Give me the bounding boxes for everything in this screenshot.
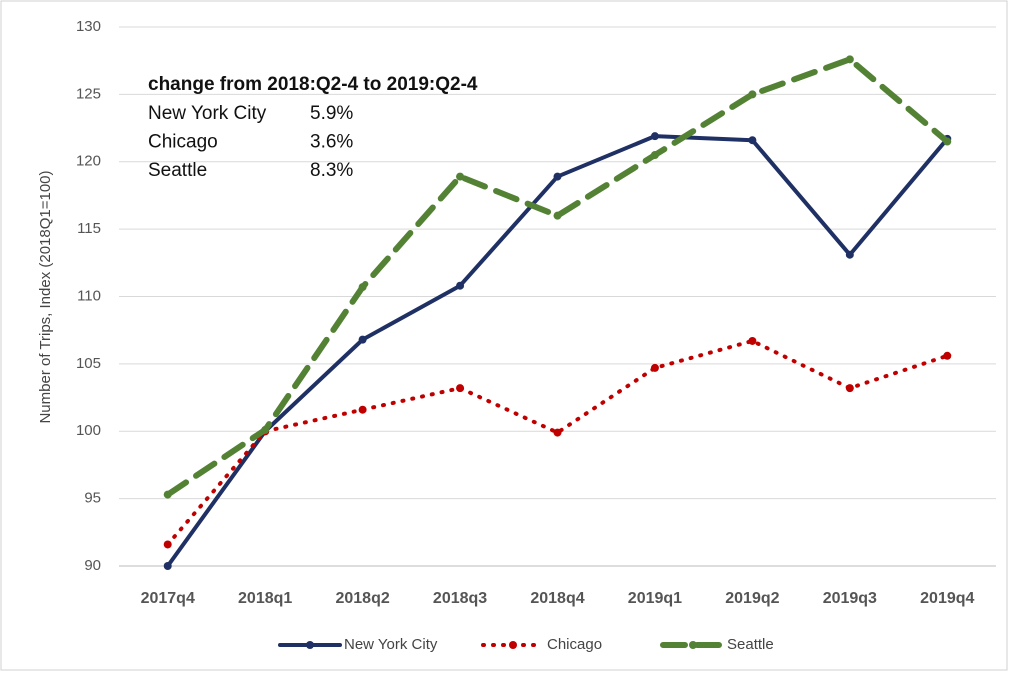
annotation-name: Seattle xyxy=(148,160,207,181)
annotation-value: 8.3% xyxy=(310,160,353,181)
annotation-name: Chicago xyxy=(148,132,218,153)
point-marker xyxy=(650,151,659,160)
point-marker xyxy=(456,384,465,393)
annotation-value: 5.9% xyxy=(310,103,353,124)
point-marker xyxy=(943,351,952,360)
point-marker xyxy=(650,132,659,141)
annotation-name: New York City xyxy=(148,103,267,124)
point-marker xyxy=(553,211,562,220)
y-tick-label: 95 xyxy=(84,490,101,507)
y-tick-label: 110 xyxy=(77,287,101,304)
point-marker xyxy=(261,425,270,434)
point-marker xyxy=(358,335,367,344)
y-tick-label: 115 xyxy=(77,220,101,237)
y-axis-label: Number of Trips, Index (2018Q1=100) xyxy=(37,170,54,423)
y-tick-label: 130 xyxy=(76,18,101,35)
x-tick-label: 2019q4 xyxy=(920,590,974,607)
point-marker xyxy=(163,540,172,549)
x-tick-label: 2017q4 xyxy=(141,590,195,607)
point-marker xyxy=(943,137,952,146)
x-tick-label: 2019q2 xyxy=(725,590,779,607)
point-marker xyxy=(748,136,757,145)
y-tick-label: 120 xyxy=(76,153,101,170)
point-marker xyxy=(553,172,562,181)
legend-label: Chicago xyxy=(547,636,602,653)
legend-label: Seattle xyxy=(727,636,774,653)
point-marker xyxy=(163,490,172,499)
legend-marker xyxy=(689,641,697,649)
y-tick-label: 105 xyxy=(76,355,101,372)
point-marker xyxy=(456,281,465,290)
point-marker xyxy=(553,428,562,437)
y-tick-label: 90 xyxy=(84,557,101,574)
y-tick-label: 100 xyxy=(76,422,101,439)
x-tick-label: 2018q3 xyxy=(433,590,487,607)
point-marker xyxy=(456,172,465,181)
x-tick-label: 2018q1 xyxy=(238,590,292,607)
x-tick-label: 2019q1 xyxy=(628,590,682,607)
y-tick-label: 125 xyxy=(76,85,101,102)
series-line xyxy=(165,338,950,547)
point-marker xyxy=(358,283,367,292)
point-marker xyxy=(845,384,854,393)
point-marker xyxy=(163,562,172,570)
point-marker xyxy=(845,250,854,259)
point-marker xyxy=(358,405,367,414)
point-marker xyxy=(748,90,757,99)
x-tick-label: 2018q2 xyxy=(335,590,389,607)
annotation-title: change from 2018:Q2-4 to 2019:Q2-4 xyxy=(148,74,478,95)
x-tick-label: 2019q3 xyxy=(823,590,877,607)
x-tick-label: 2018q4 xyxy=(530,590,584,607)
point-marker xyxy=(845,55,854,64)
legend-marker xyxy=(509,641,517,649)
legend-marker xyxy=(306,641,314,649)
legend-label: New York City xyxy=(344,636,438,653)
point-marker xyxy=(748,336,757,345)
annotation-value: 3.6% xyxy=(310,132,353,153)
point-marker xyxy=(650,363,659,372)
